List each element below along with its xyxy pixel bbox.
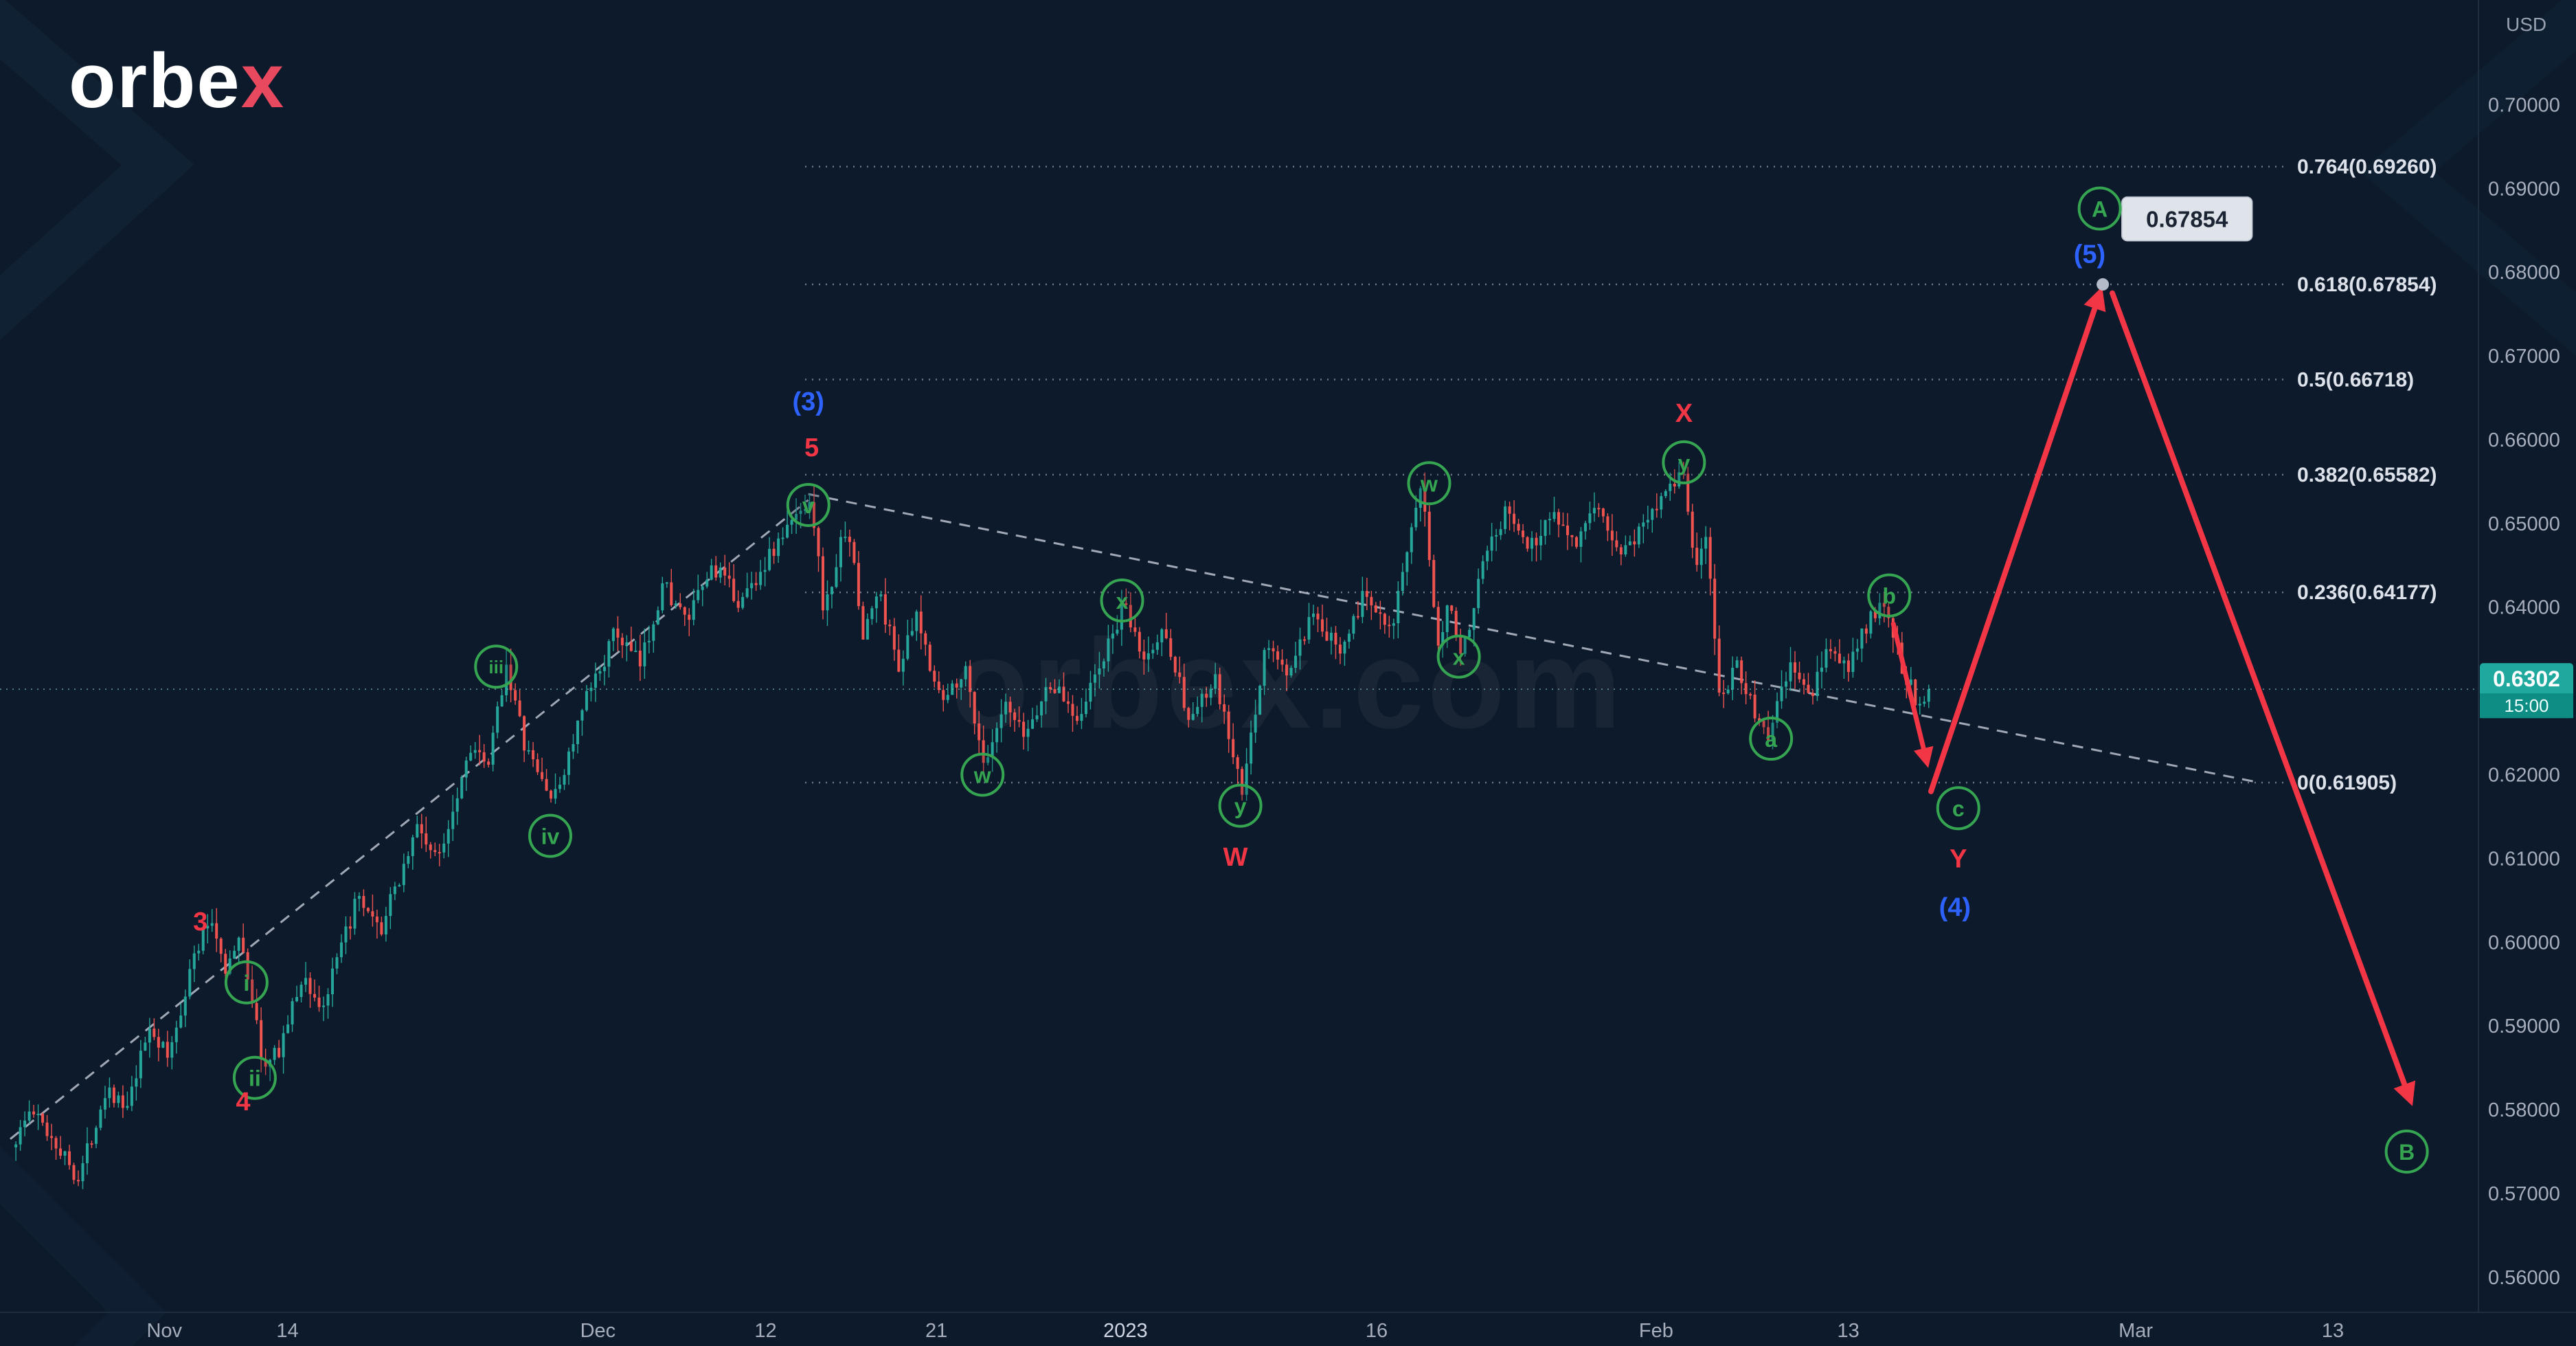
- price-tick: 0.66000: [2488, 429, 2560, 451]
- price-tick: 0.69000: [2488, 178, 2560, 200]
- price-axis[interactable]: 0.70000 0.69000 0.68000 0.67000 0.66000 0.650…: [2488, 94, 2560, 1288]
- svg-text:A: A: [2092, 197, 2108, 222]
- candlestick-series: [14, 462, 1930, 1189]
- time-tick: 16: [1366, 1320, 1388, 1342]
- trendline[interactable]: [808, 493, 2254, 783]
- fib-level-label: 0.236(0.64177): [2297, 581, 2437, 604]
- current-price-countdown: 15:00: [2504, 695, 2549, 716]
- fib-level-label: 0.764(0.69260): [2297, 156, 2437, 179]
- price-tick: 0.62000: [2488, 764, 2560, 786]
- svg-text:w: w: [1420, 471, 1438, 496]
- price-tick: 0.68000: [2488, 262, 2560, 284]
- svg-text:b: b: [1882, 584, 1896, 609]
- time-tick: 13: [2322, 1320, 2344, 1342]
- projection-arrow[interactable]: [1890, 621, 1934, 768]
- time-axis[interactable]: Nov 14 Dec 12 21 2023 16 Feb 13 Mar 13: [146, 1320, 2344, 1342]
- price-tick: 0.60000: [2488, 932, 2560, 954]
- time-tick: 21: [925, 1320, 947, 1342]
- wave-label-W[interactable]: W: [1223, 843, 1248, 872]
- wave-label-w[interactable]: w: [960, 752, 1005, 797]
- wave-label-x[interactable]: x: [1100, 578, 1144, 622]
- wave-label-y[interactable]: y: [1218, 783, 1263, 828]
- wave-label-(3)[interactable]: (3): [793, 388, 824, 416]
- wave-label-x[interactable]: x: [1436, 634, 1481, 679]
- tooltip-price-text: 0.67854: [2146, 207, 2228, 232]
- wave-label-5[interactable]: 5: [804, 434, 819, 462]
- svg-text:y: y: [1234, 794, 1247, 819]
- current-price-value: 0.6302: [2493, 666, 2560, 691]
- svg-text:c: c: [1952, 796, 1965, 821]
- wave-label-w[interactable]: w: [1407, 461, 1451, 506]
- fib-retracement: 0.764(0.69260) 0.618(0.67854) 0.5(0.66718)…: [805, 156, 2437, 794]
- wave-label-v[interactable]: v: [786, 482, 831, 527]
- price-tick: 0.59000: [2488, 1016, 2560, 1037]
- time-tick: Mar: [2119, 1320, 2153, 1342]
- price-target-dot[interactable]: [2097, 278, 2110, 291]
- wave-label-3[interactable]: 3: [193, 908, 207, 936]
- wave-label-X[interactable]: X: [1675, 399, 1693, 428]
- wave-label-iv[interactable]: iv: [528, 814, 572, 858]
- time-tick: 12: [754, 1320, 776, 1342]
- time-tick: Nov: [146, 1320, 182, 1342]
- price-tooltip: 0.67854: [2121, 196, 2253, 242]
- price-tick: 0.56000: [2488, 1267, 2560, 1289]
- svg-text:w: w: [973, 763, 991, 787]
- svg-text:y: y: [1677, 451, 1690, 475]
- svg-text:x: x: [1116, 589, 1129, 614]
- price-tick: 0.65000: [2488, 513, 2560, 535]
- wave-label-4[interactable]: 4: [236, 1088, 250, 1117]
- logo-text-accent: x: [240, 38, 285, 124]
- price-tick: 0.57000: [2488, 1183, 2560, 1205]
- svg-text:B: B: [2399, 1140, 2415, 1165]
- trendline[interactable]: [10, 499, 809, 1140]
- wave-label-B[interactable]: B: [2384, 1129, 2429, 1174]
- time-tick: 14: [276, 1320, 298, 1342]
- price-tick: 0.64000: [2488, 597, 2560, 619]
- wave-label-a[interactable]: a: [1749, 717, 1794, 761]
- price-tick: 0.70000: [2488, 94, 2560, 116]
- wave-label-A[interactable]: A: [2077, 186, 2122, 231]
- time-tick: 2023: [1103, 1320, 1148, 1342]
- wave-label-i[interactable]: i: [224, 960, 269, 1005]
- wave-label-c[interactable]: c: [1936, 786, 1980, 831]
- price-tick: 0.61000: [2488, 848, 2560, 870]
- wave-label-ii[interactable]: ii: [232, 1055, 277, 1100]
- svg-text:a: a: [1765, 727, 1777, 752]
- projection-arrows[interactable]: [1890, 287, 2416, 1106]
- wave-label-(4)[interactable]: (4): [1939, 893, 1971, 922]
- logo-text-main: orbe: [69, 38, 241, 124]
- price-tick: 0.58000: [2488, 1099, 2560, 1121]
- svg-text:ii: ii: [249, 1066, 261, 1091]
- svg-text:iv: iv: [541, 824, 560, 849]
- svg-text:i: i: [243, 971, 249, 996]
- current-price-badge: 0.6302 15:00: [2480, 663, 2573, 719]
- wave-label-iii[interactable]: iii: [474, 644, 519, 689]
- fib-level-label: 0(0.61905): [2297, 772, 2397, 794]
- time-tick: Dec: [580, 1320, 616, 1342]
- time-tick: Feb: [1639, 1320, 1673, 1342]
- svg-text:iii: iii: [488, 657, 504, 677]
- wave-label-b[interactable]: b: [1867, 573, 1912, 618]
- svg-text:v: v: [802, 493, 815, 518]
- projection-arrow[interactable]: [1928, 287, 2106, 794]
- fib-level-label: 0.5(0.66718): [2297, 368, 2414, 391]
- fib-level-label: 0.382(0.65582): [2297, 464, 2437, 486]
- price-tick: 0.67000: [2488, 346, 2560, 368]
- time-tick: 13: [1837, 1320, 1859, 1342]
- wave-label-(5)[interactable]: (5): [2074, 240, 2105, 269]
- svg-text:x: x: [1453, 645, 1465, 670]
- wave-label-Y[interactable]: Y: [1950, 844, 1967, 873]
- orbex-logo: orbex: [69, 43, 285, 120]
- quote-currency-label: USD: [2506, 14, 2547, 35]
- projection-arrow[interactable]: [2110, 290, 2416, 1106]
- wave-label-y[interactable]: y: [1662, 440, 1706, 484]
- fib-level-label: 0.618(0.67854): [2297, 273, 2437, 296]
